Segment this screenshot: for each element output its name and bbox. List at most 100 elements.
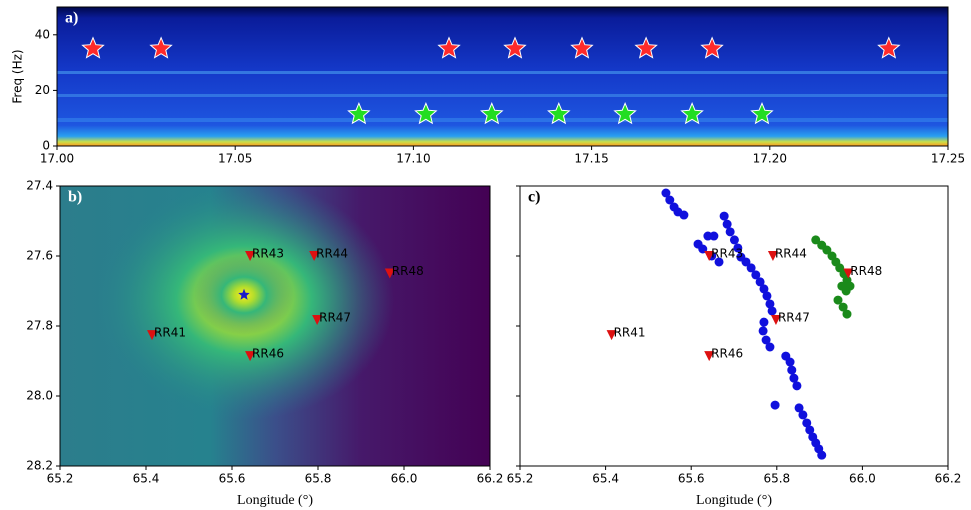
scatter-point [811,235,821,245]
station-label: RR44 [316,247,348,261]
station-marker [704,351,715,362]
station-label: RR47 [319,311,351,325]
scatter-point [833,295,843,305]
station-marker [245,351,256,362]
plot-frame [56,6,949,147]
scatter-point [792,381,802,391]
scatter-point [661,188,671,198]
scatter-point [787,365,797,375]
x-axis-label: Longitude (°) [696,493,772,508]
scatter-point [767,306,777,316]
scatter-point [841,286,851,296]
y-tick-label: 27.4 [26,179,53,193]
y-tick-label: 28.2 [26,459,53,473]
station-label: RR41 [154,326,186,340]
scatter-point [758,326,768,336]
star-marker [634,36,658,59]
scatter-point [722,219,732,229]
station-marker [147,330,158,341]
x-tick-label: 65.4 [133,472,160,486]
station-label: RR41 [614,326,646,340]
x-tick-label: 17.10 [396,152,430,166]
scatter-point [714,257,724,267]
station-label: RR43 [711,247,743,261]
star-marker [613,101,637,125]
scatter-point [761,335,771,345]
y-tick-label: 40 [35,27,50,41]
scatter-point [817,450,827,460]
station-label: RR46 [252,347,284,361]
y-tick-label: 27.8 [26,319,53,333]
scatter-point [805,425,815,435]
station-marker [843,268,854,279]
scatter-point [729,235,739,245]
x-axis-label: Longitude (°) [237,493,313,508]
scatter-point [679,210,689,220]
x-tick-label: 17.20 [753,152,787,166]
scatter-point [762,291,772,301]
scatter-point [759,284,769,294]
x-tick-label: 65.6 [219,472,246,486]
scatter-point [719,211,729,221]
station-marker [309,251,320,261]
scatter-point [794,403,804,413]
scatter-point [838,302,848,312]
station-marker [606,330,617,341]
x-tick-label: 65.6 [678,472,705,486]
station-marker [384,268,395,279]
x-tick-label: 66.2 [477,472,504,486]
x-tick-label: 65.4 [592,472,619,486]
scatter-point [789,373,799,383]
scatter-point [770,400,780,410]
station-label: RR48 [392,264,424,278]
star-marker [347,101,371,125]
x-tick-label: 66.0 [391,472,418,486]
star-marker [81,36,105,59]
x-tick-label: 66.0 [849,472,876,486]
star-marker [437,36,461,59]
star-marker [877,36,901,59]
station-marker [770,315,781,326]
station-label: RR44 [775,247,807,261]
source-marker [238,288,250,300]
star-marker [700,36,724,59]
star-marker [414,101,438,125]
y-tick-label: 0 [42,139,50,153]
panel-label: c) [528,189,540,206]
x-tick-label: 65.8 [305,472,332,486]
panel-label: b) [68,189,82,206]
x-tick-label: 17.25 [931,152,965,166]
station-label: RR46 [711,347,743,361]
star-marker [149,36,173,59]
scatter-point [765,299,775,309]
x-tick-label: 65.8 [763,472,790,486]
scatter-point [746,263,756,273]
star-marker [480,101,504,125]
panel-b-background [60,186,490,466]
panel-a-background [57,7,948,146]
scatter-point [842,309,852,319]
scatter-point [759,317,769,327]
station-label: RR47 [778,311,810,325]
scatter-point [733,243,743,253]
y-tick-label: 28.0 [26,389,53,403]
x-tick-label: 17.15 [574,152,608,166]
scatter-point [751,270,761,280]
x-tick-label: 17.00 [40,152,74,166]
station-marker [245,251,256,261]
x-tick-label: 65.2 [47,472,74,486]
star-marker [503,36,527,59]
scatter-point [665,195,675,205]
y-tick-label: 20 [35,83,50,97]
station-label: RR43 [252,247,284,261]
scatter-point [725,227,735,237]
y-tick-label: 27.6 [26,249,53,263]
scatter-point [798,410,808,420]
plot-frame [519,185,949,467]
scatter-point [765,342,775,352]
station-marker [312,315,323,326]
y-axis-label: Freq (Hz) [11,49,25,103]
scatter-point [785,357,795,367]
star-marker [570,36,594,59]
